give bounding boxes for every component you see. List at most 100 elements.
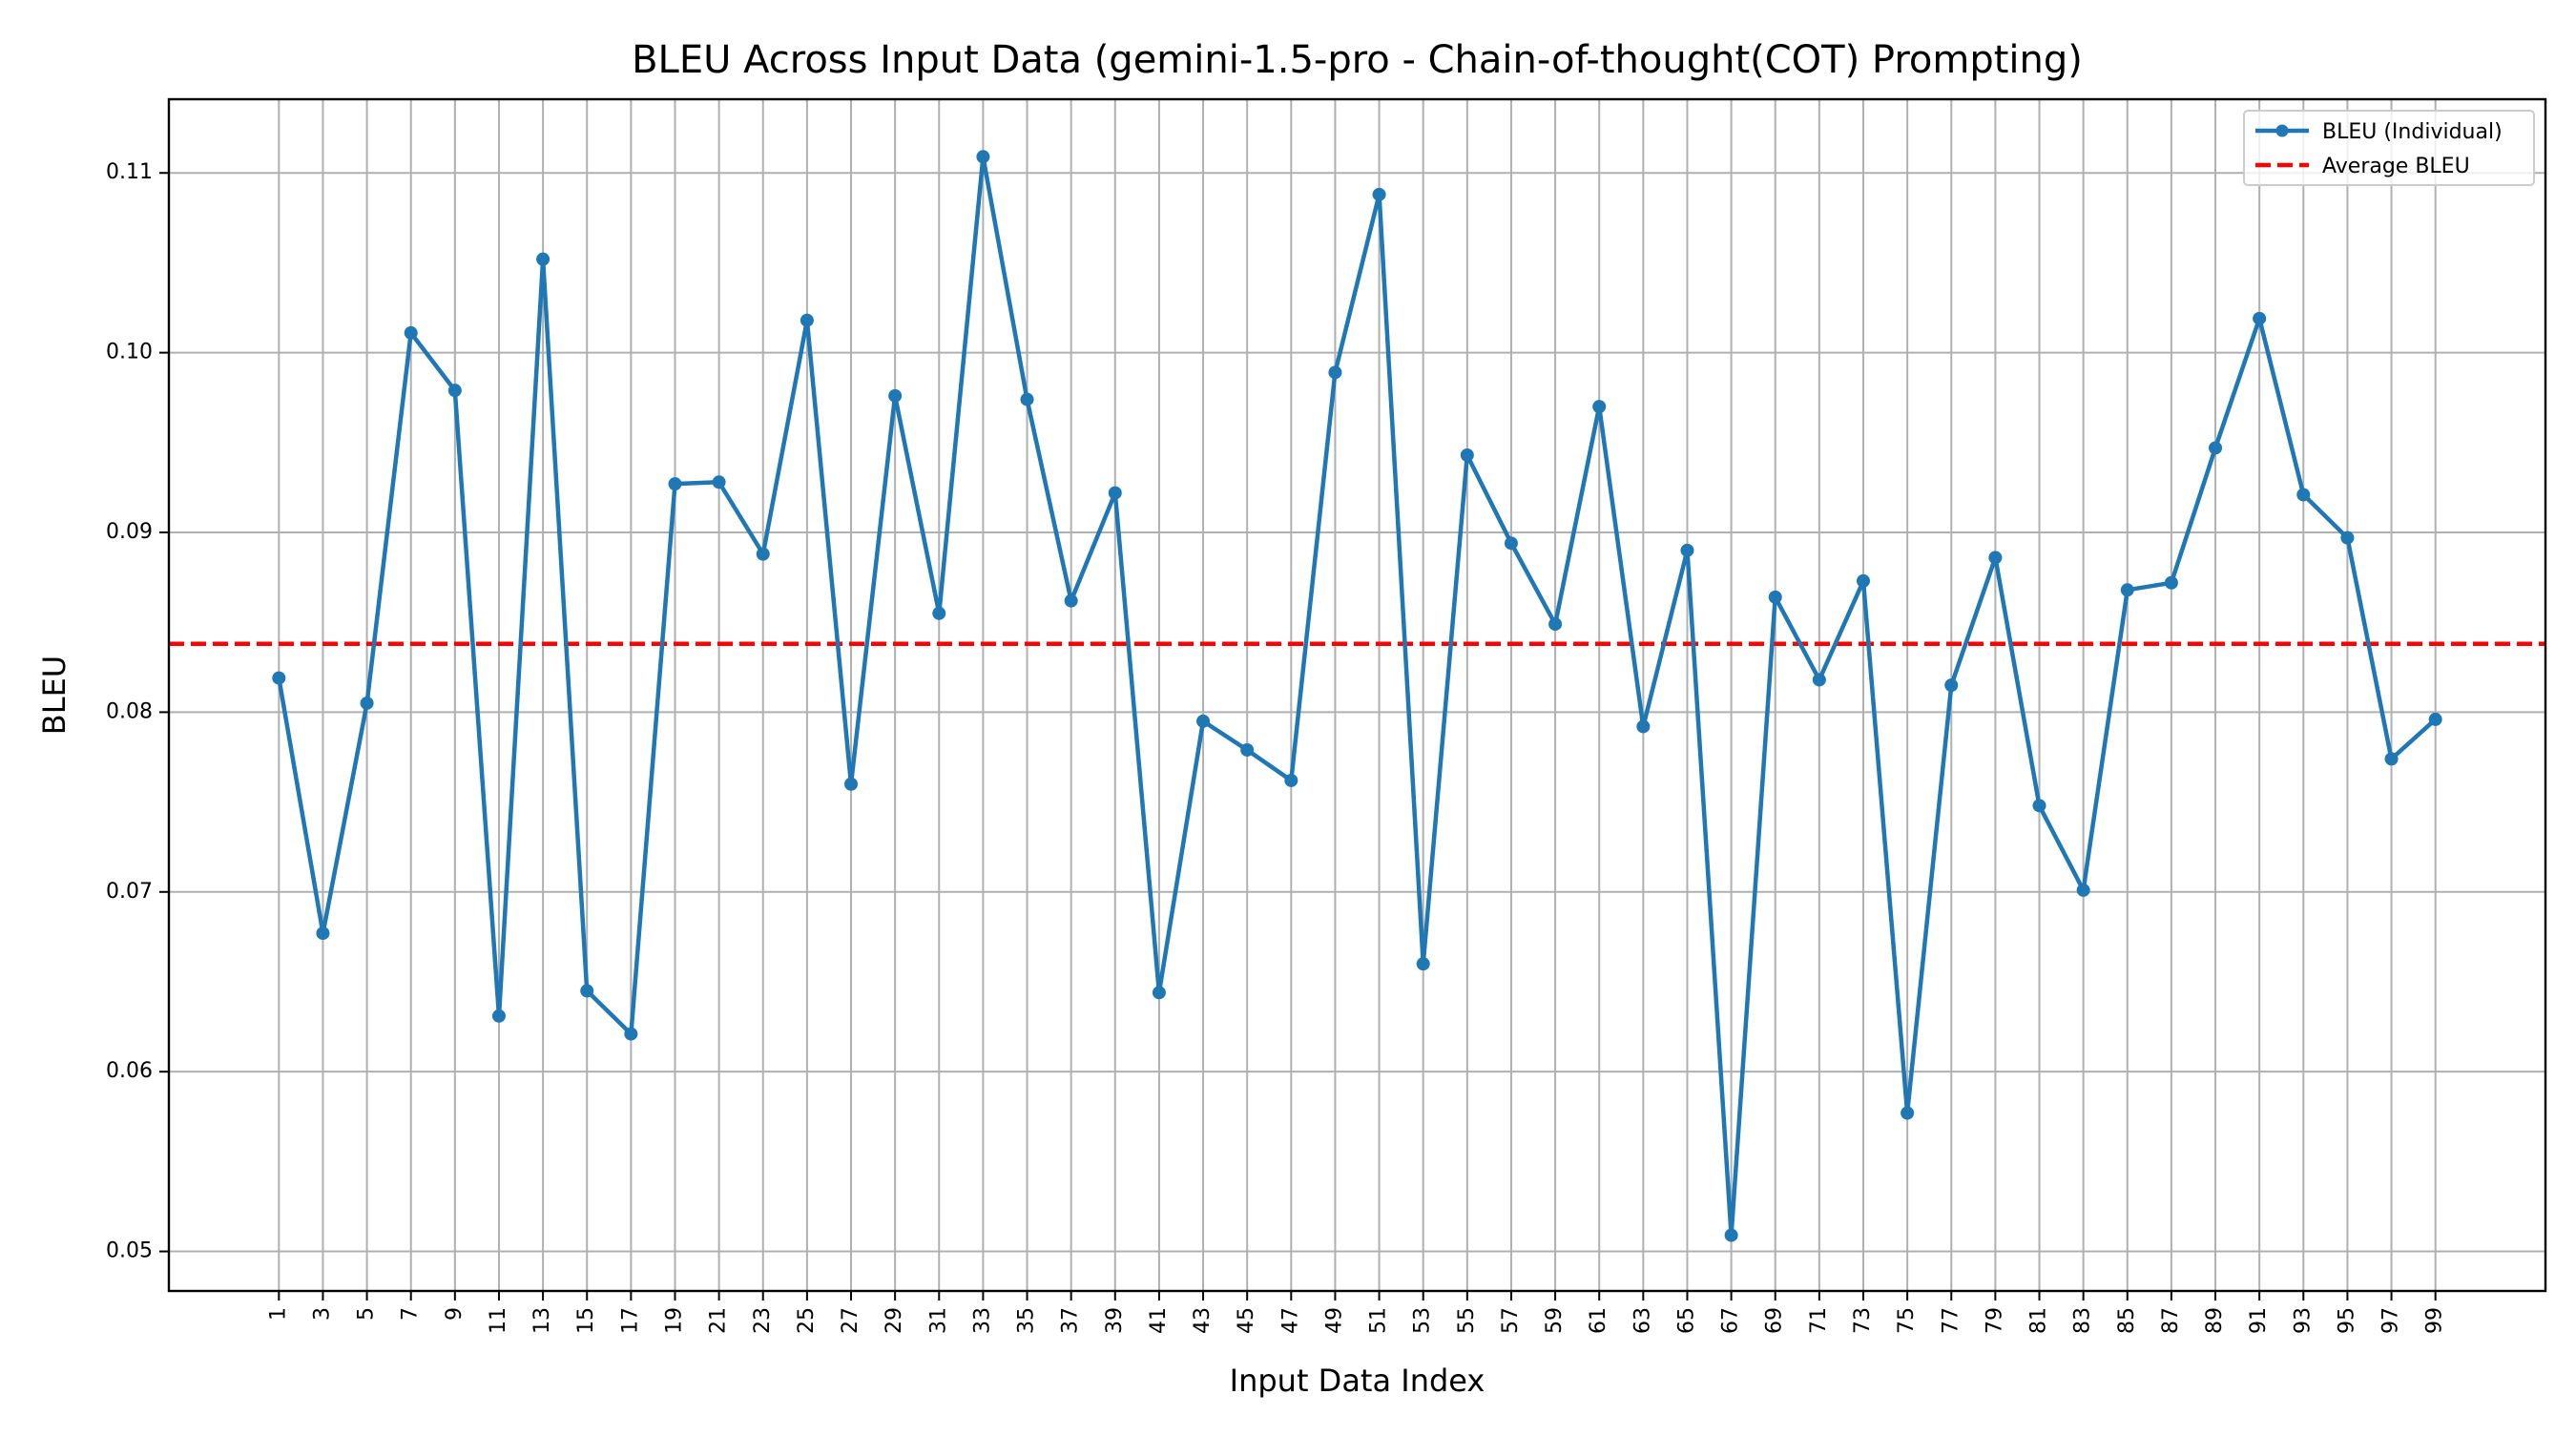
bleu-data-point xyxy=(2120,583,2134,597)
bleu-data-point xyxy=(1944,678,1959,693)
y-axis-label: BLEU xyxy=(36,656,73,735)
y-tick-label: 0.08 xyxy=(106,699,153,723)
x-tick-label: 63 xyxy=(1631,1307,1654,1334)
x-tick-label: 87 xyxy=(2159,1307,2183,1334)
x-tick-label: 83 xyxy=(2071,1307,2095,1334)
bleu-individual-line xyxy=(277,155,2438,1238)
bleu-data-point xyxy=(624,1027,638,1041)
bleu-data-point xyxy=(2076,883,2090,897)
x-tick-label: 19 xyxy=(662,1307,686,1334)
bleu-data-point xyxy=(1988,551,2003,565)
bleu-data-point xyxy=(1901,1106,1915,1120)
bleu-data-point xyxy=(2209,441,2223,455)
x-tick-label: 73 xyxy=(1851,1307,1875,1334)
y-tick-label: 0.11 xyxy=(106,160,153,184)
y-axis-ticks: 0.05 0.06 0.07 0.08 0.09 0.10 0.11 xyxy=(106,160,169,1263)
x-tick-label: 49 xyxy=(1322,1307,1346,1334)
bleu-data-point xyxy=(1812,673,1826,687)
bleu-data-point xyxy=(2428,712,2442,726)
x-tick-label: 51 xyxy=(1367,1307,1391,1334)
bleu-data-point xyxy=(1284,773,1298,787)
bleu-data-point xyxy=(1064,593,1078,608)
bleu-data-point xyxy=(2164,575,2178,590)
bleu-data-point xyxy=(2032,799,2046,813)
x-tick-label: 33 xyxy=(970,1307,994,1334)
bleu-data-point xyxy=(2384,752,2399,766)
bleu-data-point xyxy=(1328,365,1342,380)
x-tick-label: 97 xyxy=(2379,1307,2403,1334)
bleu-data-point xyxy=(447,384,462,398)
bleu-data-point xyxy=(712,475,726,489)
legend-label-average: Average BLEU xyxy=(2322,155,2470,178)
x-tick-label: 1 xyxy=(266,1307,290,1321)
bleu-data-point xyxy=(756,547,770,561)
bleu-data-point xyxy=(1548,617,1563,632)
x-tick-label: 55 xyxy=(1455,1307,1479,1334)
x-tick-label: 99 xyxy=(2423,1307,2447,1334)
bleu-data-point xyxy=(360,696,374,710)
bleu-data-point xyxy=(1680,543,1694,557)
x-tick-label: 65 xyxy=(1674,1307,1698,1334)
x-tick-label: 95 xyxy=(2335,1307,2358,1334)
x-tick-label: 13 xyxy=(530,1307,554,1334)
x-tick-label: 75 xyxy=(1895,1307,1919,1334)
x-tick-label: 71 xyxy=(1807,1307,1831,1334)
bleu-data-point xyxy=(1724,1228,1738,1242)
x-tick-label: 89 xyxy=(2203,1307,2227,1334)
y-tick-label: 0.10 xyxy=(106,341,153,364)
x-tick-label: 7 xyxy=(399,1307,423,1321)
y-tick-label: 0.07 xyxy=(106,880,153,904)
x-tick-label: 69 xyxy=(1763,1307,1787,1334)
legend-label-individual: BLEU (Individual) xyxy=(2322,120,2503,144)
x-tick-label: 57 xyxy=(1499,1307,1523,1334)
bleu-data-point xyxy=(316,926,330,941)
bleu-data-point xyxy=(1416,957,1430,971)
x-tick-label: 35 xyxy=(1015,1307,1039,1334)
x-tick-label: 59 xyxy=(1543,1307,1567,1334)
bleu-data-point xyxy=(580,984,594,998)
bleu-data-point xyxy=(1636,719,1651,734)
legend-marker-individual xyxy=(2275,124,2289,137)
x-tick-label: 3 xyxy=(310,1307,334,1321)
y-tick-label: 0.09 xyxy=(106,520,153,544)
bleu-data-point xyxy=(404,325,418,340)
series-layer xyxy=(272,150,2442,1242)
bleu-data-point xyxy=(2253,311,2267,325)
x-tick-label: 17 xyxy=(618,1307,642,1334)
bleu-data-point xyxy=(2340,531,2355,545)
legend: BLEU (Individual) Average BLEU xyxy=(2243,110,2535,186)
x-tick-label: 67 xyxy=(1719,1307,1743,1334)
x-tick-label: 25 xyxy=(795,1307,819,1334)
x-tick-label: 23 xyxy=(751,1307,775,1334)
chart-title: BLEU Across Input Data (gemini-1.5-pro -… xyxy=(632,38,2083,82)
x-tick-label: 61 xyxy=(1587,1307,1610,1334)
x-tick-label: 11 xyxy=(487,1307,510,1334)
x-tick-label: 5 xyxy=(355,1307,379,1321)
bleu-data-point xyxy=(536,252,551,266)
x-tick-label: 85 xyxy=(2115,1307,2139,1334)
x-tick-label: 15 xyxy=(574,1307,598,1334)
x-tick-label: 29 xyxy=(883,1307,906,1334)
bleu-data-point xyxy=(272,671,286,685)
bleu-data-point xyxy=(1108,486,1122,500)
x-tick-label: 81 xyxy=(2027,1307,2051,1334)
x-tick-label: 41 xyxy=(1147,1307,1171,1334)
bleu-data-point xyxy=(800,313,814,327)
bleu-data-point xyxy=(1240,742,1255,757)
bleu-data-point xyxy=(932,606,946,620)
bleu-data-point xyxy=(1592,400,1607,414)
x-tick-label: 77 xyxy=(1939,1307,1963,1334)
bleu-data-point xyxy=(1372,187,1386,201)
bleu-data-point xyxy=(1196,714,1211,728)
x-axis-label: Input Data Index xyxy=(1230,1363,1485,1399)
x-tick-label: 45 xyxy=(1235,1307,1258,1334)
x-tick-label: 47 xyxy=(1278,1307,1302,1334)
bleu-data-point xyxy=(1460,448,1474,463)
x-tick-label: 31 xyxy=(926,1307,950,1334)
x-tick-label: 21 xyxy=(707,1307,731,1334)
x-tick-label: 39 xyxy=(1103,1307,1127,1334)
x-tick-label: 53 xyxy=(1411,1307,1435,1334)
x-tick-label: 93 xyxy=(2291,1307,2315,1334)
